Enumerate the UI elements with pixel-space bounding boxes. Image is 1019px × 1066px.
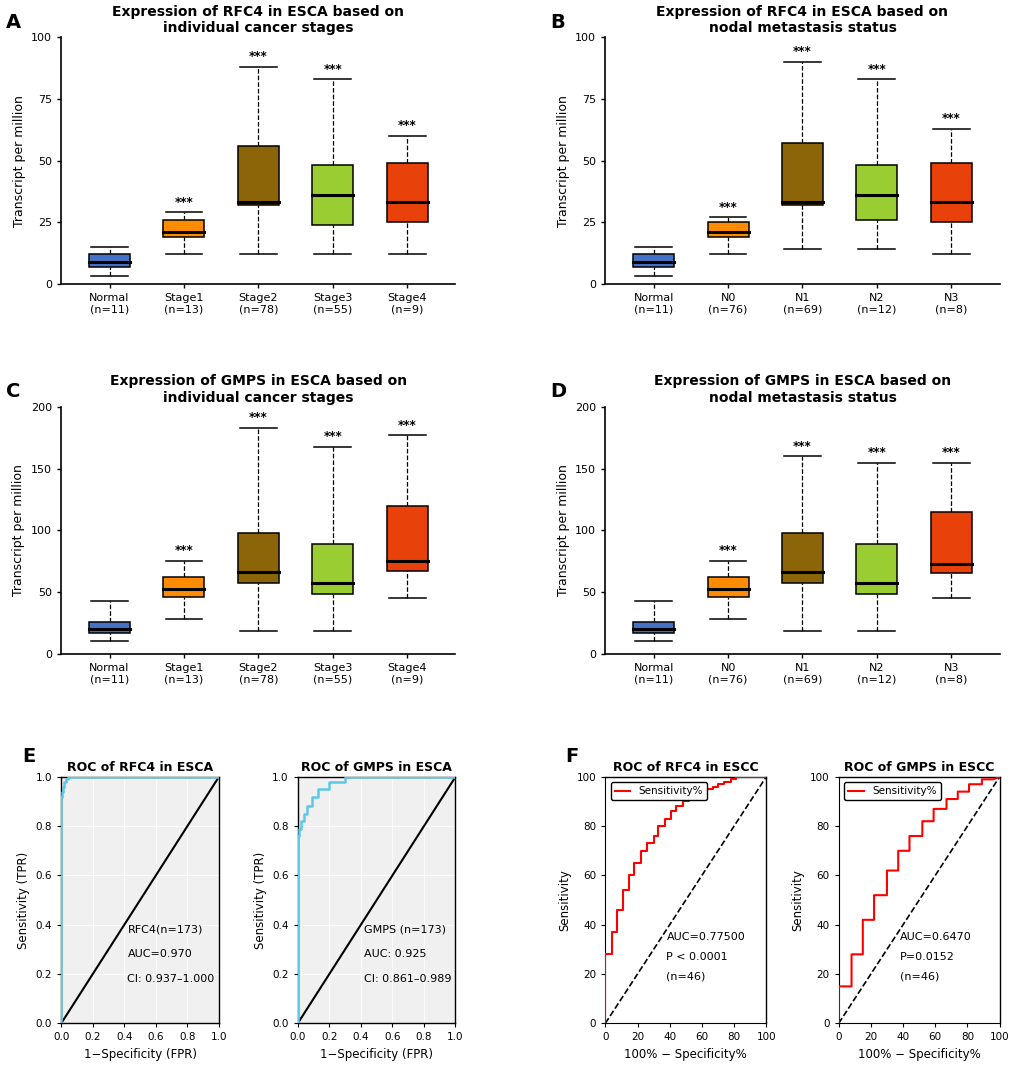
- Title: ROC of RFC4 in ESCC: ROC of RFC4 in ESCC: [612, 761, 758, 774]
- Text: ***: ***: [174, 196, 194, 209]
- Text: P=0.0152: P=0.0152: [899, 952, 954, 962]
- Bar: [633, 254, 674, 266]
- X-axis label: 1−Specificity (FPR): 1−Specificity (FPR): [320, 1048, 433, 1061]
- Text: ***: ***: [793, 439, 811, 453]
- Text: AUC=0.77500: AUC=0.77500: [665, 932, 745, 942]
- Y-axis label: Transcript per million: Transcript per million: [556, 465, 569, 596]
- Bar: [386, 505, 427, 571]
- Text: ***: ***: [323, 63, 341, 76]
- X-axis label: 1−Specificity (FPR): 1−Specificity (FPR): [84, 1048, 197, 1061]
- Text: F: F: [565, 747, 578, 766]
- X-axis label: 100% − Specificity%: 100% − Specificity%: [624, 1048, 747, 1061]
- Text: ***: ***: [718, 200, 737, 213]
- Text: ***: ***: [397, 119, 416, 132]
- Legend: Sensitivity%: Sensitivity%: [843, 782, 940, 801]
- Bar: [312, 544, 353, 595]
- Title: Expression of GMPS in ESCA based on
nodal metastasis status: Expression of GMPS in ESCA based on noda…: [653, 374, 950, 404]
- Bar: [633, 621, 674, 632]
- Text: ***: ***: [793, 45, 811, 59]
- Text: RFC4(n=173): RFC4(n=173): [127, 924, 203, 935]
- Text: (n=46): (n=46): [665, 971, 705, 982]
- Text: D: D: [549, 383, 566, 402]
- Text: ***: ***: [323, 430, 341, 442]
- Bar: [237, 533, 278, 583]
- Text: A: A: [6, 13, 21, 32]
- Title: Expression of GMPS in ESCA based on
individual cancer stages: Expression of GMPS in ESCA based on indi…: [110, 374, 407, 404]
- Text: AUC=0.6470: AUC=0.6470: [899, 932, 971, 942]
- Y-axis label: Sensitivity (TPR): Sensitivity (TPR): [254, 852, 266, 949]
- Bar: [856, 544, 897, 595]
- Text: CI: 0.861–0.989: CI: 0.861–0.989: [364, 974, 451, 984]
- Bar: [237, 146, 278, 205]
- Text: ***: ***: [249, 411, 267, 424]
- Title: Expression of RFC4 in ESCA based on
individual cancer stages: Expression of RFC4 in ESCA based on indi…: [112, 4, 404, 35]
- Text: ***: ***: [941, 446, 960, 458]
- Title: Expression of RFC4 in ESCA based on
nodal metastasis status: Expression of RFC4 in ESCA based on noda…: [656, 4, 948, 35]
- Text: ***: ***: [718, 545, 737, 558]
- Bar: [163, 577, 204, 597]
- Text: E: E: [21, 747, 35, 766]
- Bar: [89, 254, 129, 266]
- Y-axis label: Sensitivity: Sensitivity: [557, 869, 571, 931]
- Text: AUC=0.970: AUC=0.970: [127, 950, 192, 959]
- Bar: [930, 163, 971, 222]
- Text: ***: ***: [249, 50, 267, 63]
- Bar: [782, 533, 822, 583]
- Bar: [312, 165, 353, 225]
- Text: GMPS (n=173): GMPS (n=173): [364, 924, 445, 935]
- Text: ***: ***: [941, 112, 960, 125]
- Title: ROC of GMPS in ESCC: ROC of GMPS in ESCC: [843, 761, 994, 774]
- Text: ***: ***: [174, 545, 194, 558]
- Text: ***: ***: [866, 63, 886, 76]
- Bar: [782, 143, 822, 205]
- Text: B: B: [549, 13, 565, 32]
- Title: ROC of RFC4 in ESCA: ROC of RFC4 in ESCA: [67, 761, 213, 774]
- Bar: [930, 512, 971, 574]
- Text: ***: ***: [866, 446, 886, 458]
- Bar: [386, 163, 427, 222]
- Title: ROC of GMPS in ESCA: ROC of GMPS in ESCA: [301, 761, 451, 774]
- Y-axis label: Sensitivity: Sensitivity: [791, 869, 804, 931]
- X-axis label: 100% − Specificity%: 100% − Specificity%: [857, 1048, 979, 1061]
- Bar: [707, 222, 748, 237]
- Text: P < 0.0001: P < 0.0001: [665, 952, 728, 962]
- Text: C: C: [6, 383, 20, 402]
- Text: AUC: 0.925: AUC: 0.925: [364, 950, 426, 959]
- Bar: [163, 220, 204, 237]
- Bar: [89, 621, 129, 632]
- Legend: Sensitivity%: Sensitivity%: [610, 782, 706, 801]
- Bar: [707, 577, 748, 597]
- Bar: [856, 165, 897, 220]
- Y-axis label: Transcript per million: Transcript per million: [556, 95, 570, 226]
- Text: ***: ***: [397, 419, 416, 432]
- Text: (n=46): (n=46): [899, 971, 938, 982]
- Y-axis label: Transcript per million: Transcript per million: [12, 465, 25, 596]
- Y-axis label: Transcript per million: Transcript per million: [12, 95, 25, 226]
- Text: CI: 0.937–1.000: CI: 0.937–1.000: [127, 974, 214, 984]
- Y-axis label: Sensitivity (TPR): Sensitivity (TPR): [17, 852, 31, 949]
